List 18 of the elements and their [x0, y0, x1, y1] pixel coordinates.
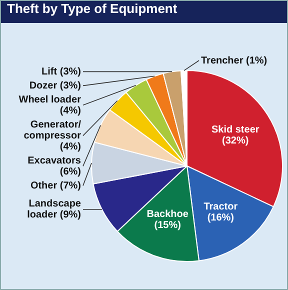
slice-label: Dozer (3%) — [29, 80, 81, 92]
slice-label: Skid steer — [211, 124, 260, 136]
slice-label: Other (7%) — [30, 180, 81, 192]
data-label: (15%) — [154, 220, 181, 232]
slice-label: Wheel loader — [18, 94, 82, 106]
data-label: (4%) — [60, 141, 81, 152]
data-label: (4%) — [60, 105, 81, 116]
slice-label: Excavators — [28, 155, 82, 166]
slice-label: Backhoe — [146, 209, 189, 220]
slice-label: Tractor — [204, 202, 238, 213]
data-label: (16%) — [207, 212, 234, 224]
slice-label: Lift (3%) — [42, 66, 81, 78]
slice-label: Generator/compressor — [24, 119, 82, 142]
slice-label: Landscape loader (9%) — [27, 198, 82, 221]
data-label: (32%) — [222, 136, 249, 147]
chart-title: Theft by Type of Equipment — [1, 1, 287, 23]
slice-label: Trencher (1%) — [201, 55, 268, 66]
data-label: (6%) — [60, 166, 81, 178]
